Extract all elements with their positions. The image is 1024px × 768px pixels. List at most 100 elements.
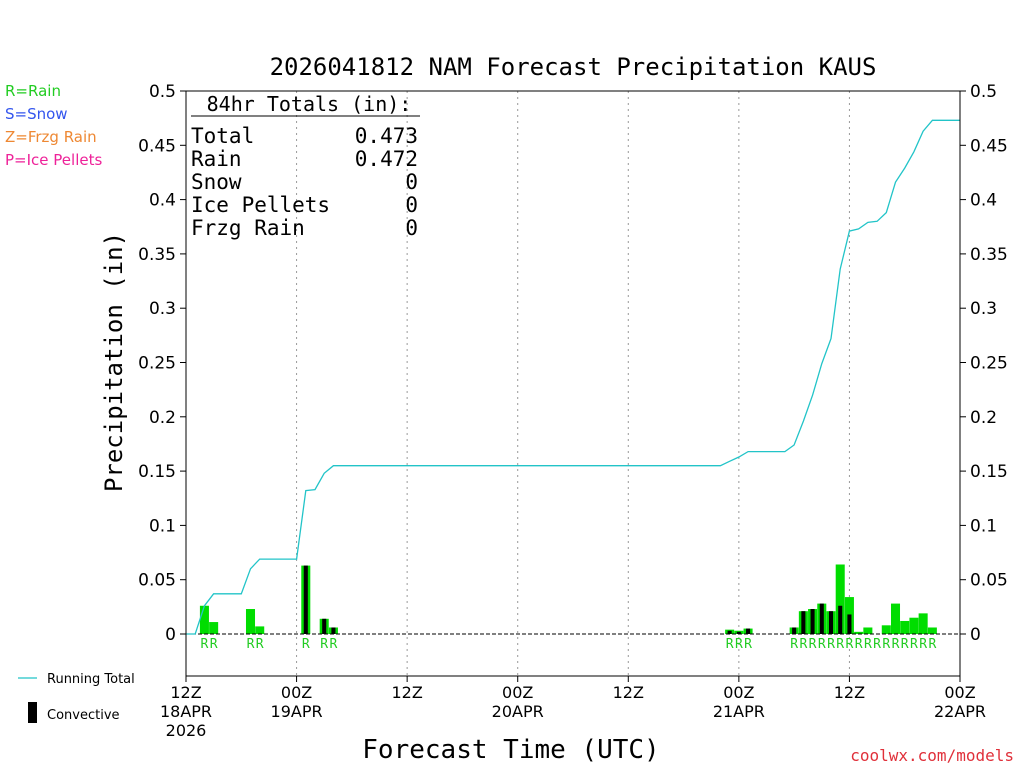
legend-type-item: R=Rain	[5, 82, 61, 100]
y-tick-label: 0.05	[138, 571, 176, 591]
y-tick-label: 0.15	[138, 462, 176, 482]
precip-bars	[199, 564, 937, 634]
y-axis-right: 0 0.05 0.1 0.15 0.2 0.25 0.3 0.35 0.4 0.45 0.5	[960, 82, 1008, 645]
totals-box: 84hr Totals (in): Total 0.473 Rain 0.472 Sno…	[191, 92, 420, 240]
x-tick-label: 19APR	[271, 702, 323, 721]
convective-bar	[331, 627, 336, 634]
precip-bar	[881, 625, 891, 634]
x-tick-label: 12Z	[834, 683, 865, 702]
chart-title: 2026041812 NAM Forecast Precipitation KA…	[270, 53, 877, 81]
y-tick-label: 0.5	[149, 82, 176, 102]
y-tick-label: 0	[970, 625, 981, 645]
credit-text: coolwx.com/models	[850, 746, 1014, 765]
precip-type-label: R	[330, 637, 338, 652]
y-tick-label: 0.05	[970, 571, 1008, 591]
precip-type-label: R	[201, 637, 209, 652]
precip-type-legend: R=Rain S=Snow Z=Frzg Rain P=Ice Pellets	[5, 82, 102, 169]
convective-bar	[322, 618, 327, 634]
convective-bar	[828, 611, 834, 634]
totals-header: 84hr Totals (in):	[207, 92, 412, 116]
y-tick-label: 0.4	[149, 191, 176, 211]
precip-bar	[854, 631, 864, 634]
totals-label: Total	[191, 124, 254, 148]
precip-type-label: R	[864, 637, 872, 652]
precip-type-label: R	[256, 637, 264, 652]
precip-bar	[900, 620, 910, 634]
y-axis-left: 0 0.05 0.1 0.15 0.2 0.25 0.3 0.35 0.4 0.45 0.5	[138, 82, 186, 645]
x-tick-label: 00Z	[281, 683, 312, 702]
x-tick-label: 20APR	[492, 702, 544, 721]
x-tick-label: 12Z	[391, 683, 422, 702]
totals-value: 0.472	[355, 147, 418, 171]
precip-bar	[890, 603, 901, 634]
convective-bar	[838, 605, 843, 634]
series-legend: Running Total Convective	[18, 672, 135, 723]
grid-lines	[296, 91, 850, 676]
x-tick-label: 21APR	[713, 702, 765, 721]
precip-type-label: R	[726, 637, 734, 652]
x-tick-label: 00Z	[723, 683, 754, 702]
x-tick-label: 00Z	[502, 683, 533, 702]
y-tick-label: 0.2	[149, 408, 176, 428]
precip-type-label: R	[744, 637, 752, 652]
precip-type-label: R	[320, 637, 328, 652]
y-tick-label: 0.25	[138, 354, 176, 374]
totals-label: Rain	[191, 147, 242, 171]
precip-bar	[255, 626, 265, 634]
convective-bar	[736, 631, 741, 634]
y-tick-label: 0.5	[970, 82, 997, 102]
y-tick-label: 0.3	[149, 299, 176, 319]
precip-bar	[209, 622, 219, 634]
precip-type-label: R	[790, 637, 798, 652]
totals-value: 0	[405, 216, 418, 240]
precip-bar	[245, 609, 256, 634]
x-tick-label: 00Z	[944, 683, 975, 702]
y-tick-label: 0	[165, 625, 176, 645]
precip-bar	[835, 564, 845, 634]
legend-label: Running Total	[47, 672, 135, 687]
precip-type-label: R	[818, 637, 826, 652]
x-tick-label: 12Z	[613, 683, 644, 702]
totals-value: 0	[405, 193, 418, 217]
y-tick-label: 0.25	[970, 354, 1008, 374]
convective-bar	[303, 565, 308, 634]
y-tick-label: 0.2	[970, 408, 997, 428]
x-tick-label: 18APR	[160, 702, 212, 721]
precip-type-label: R	[247, 637, 255, 652]
convective-bars	[303, 565, 852, 634]
legend-type-item: Z=Frzg Rain	[5, 128, 97, 146]
precip-type-label: R	[910, 637, 918, 652]
y-tick-label: 0.45	[970, 136, 1008, 156]
precip-type-label: R	[873, 637, 881, 652]
y-tick-label: 0.1	[149, 516, 176, 536]
precip-type-label: R	[210, 637, 218, 652]
convective-bar	[810, 609, 815, 634]
y-tick-label: 0.35	[970, 245, 1008, 265]
precip-bar	[199, 605, 209, 634]
x-axis-label: Forecast Time (UTC)	[362, 735, 659, 765]
totals-label: Snow	[191, 170, 242, 194]
precip-type-label: R	[892, 637, 900, 652]
precip-type-label: R	[836, 637, 844, 652]
legend-label: Convective	[47, 708, 120, 723]
totals-value: 0.473	[355, 124, 418, 148]
legend-type-item: P=Ice Pellets	[5, 151, 102, 169]
precip-type-label: R	[799, 637, 807, 652]
precip-type-label: R	[827, 637, 835, 652]
convective-bar	[746, 628, 751, 634]
convective-bar	[847, 614, 852, 634]
precip-type-label: R	[809, 637, 817, 652]
convective-bar	[727, 630, 732, 634]
x-tick-label: 22APR	[934, 702, 986, 721]
precip-bar	[927, 627, 937, 634]
convective-bar	[801, 611, 806, 634]
totals-value: 0	[405, 170, 418, 194]
y-tick-label: 0.4	[970, 191, 997, 211]
y-axis-label: Precipitation (in)	[100, 232, 128, 492]
legend-bar-swatch	[28, 702, 37, 723]
precip-type-label: R	[302, 637, 310, 652]
y-tick-label: 0.35	[138, 245, 176, 265]
